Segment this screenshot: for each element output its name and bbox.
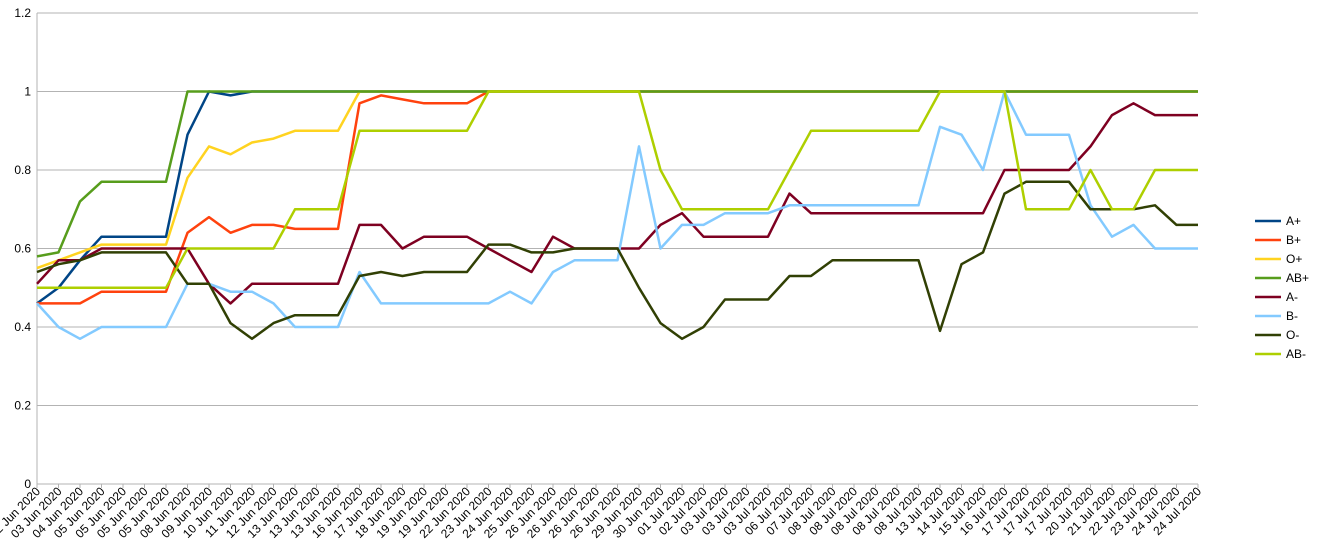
y-tick-label: 1.2 [14, 6, 31, 20]
legend-label: A+ [1286, 214, 1301, 228]
series-line [36, 180, 1198, 341]
y-tick-label: 0.6 [14, 242, 31, 256]
legend-label: AB+ [1286, 271, 1309, 285]
y-tick-label: 1 [24, 85, 31, 99]
y-tick-label: 0 [24, 477, 31, 491]
series-line [37, 90, 1198, 290]
y-tick-label: 0.4 [14, 320, 31, 334]
legend-label: A- [1286, 290, 1298, 304]
legend-label: O- [1286, 328, 1299, 342]
y-tick-label: 0.2 [14, 399, 31, 413]
series-line [36, 90, 1198, 258]
series-line [36, 90, 1198, 270]
legend-label: AB- [1286, 347, 1306, 361]
legend-label: B- [1286, 309, 1298, 323]
y-tick-label: 0.8 [14, 163, 31, 177]
series-line [36, 90, 1198, 341]
legend-label: B+ [1286, 233, 1301, 247]
legend-label: O+ [1286, 252, 1302, 266]
